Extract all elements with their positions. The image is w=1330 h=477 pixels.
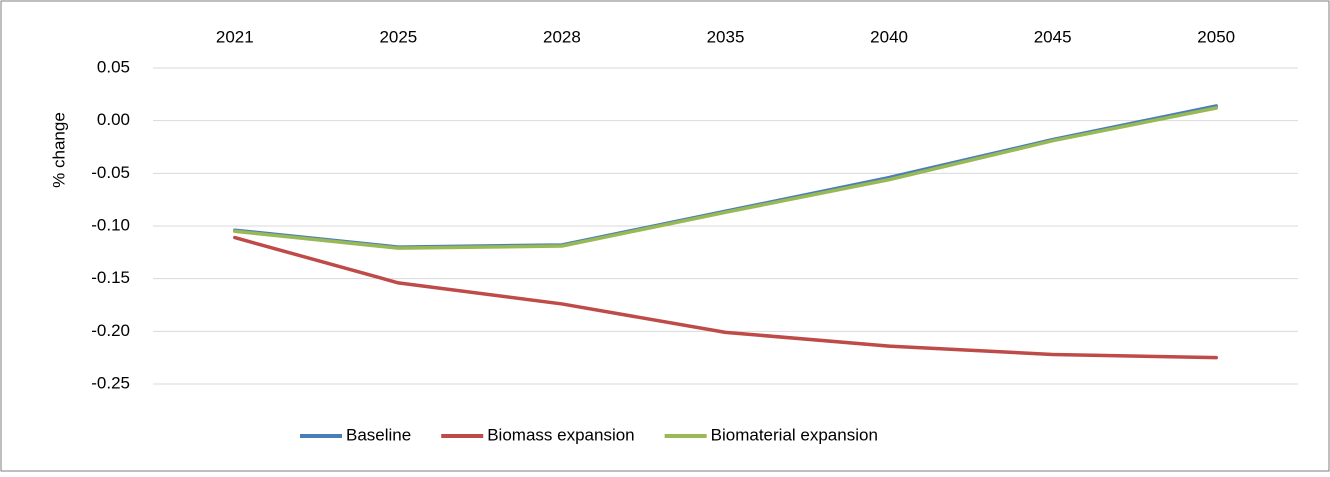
y-tick-label: -0.25 (91, 373, 130, 392)
y-tick-label: -0.20 (91, 321, 130, 340)
x-tick-label: 2045 (1034, 27, 1072, 46)
x-tick-label: 2025 (379, 27, 417, 46)
series-line (233, 235, 1218, 360)
legend-label: Biomass expansion (487, 425, 634, 444)
x-tick-label: 2035 (707, 27, 745, 46)
y-tick-label: 0.05 (97, 57, 130, 76)
y-axis-label: % change (49, 112, 68, 188)
x-tick-label: 2040 (870, 27, 908, 46)
legend-label: Baseline (346, 425, 411, 444)
x-tick-label: 2050 (1197, 27, 1235, 46)
y-tick-label: -0.05 (91, 163, 130, 182)
x-tick-label: 2028 (543, 27, 581, 46)
series-line (233, 106, 1218, 250)
y-tick-label: -0.15 (91, 268, 130, 287)
x-tick-label: 2021 (216, 27, 254, 46)
y-tick-label: 0.00 (97, 110, 130, 129)
legend-label: Biomaterial expansion (711, 425, 878, 444)
y-tick-label: -0.10 (91, 215, 130, 234)
